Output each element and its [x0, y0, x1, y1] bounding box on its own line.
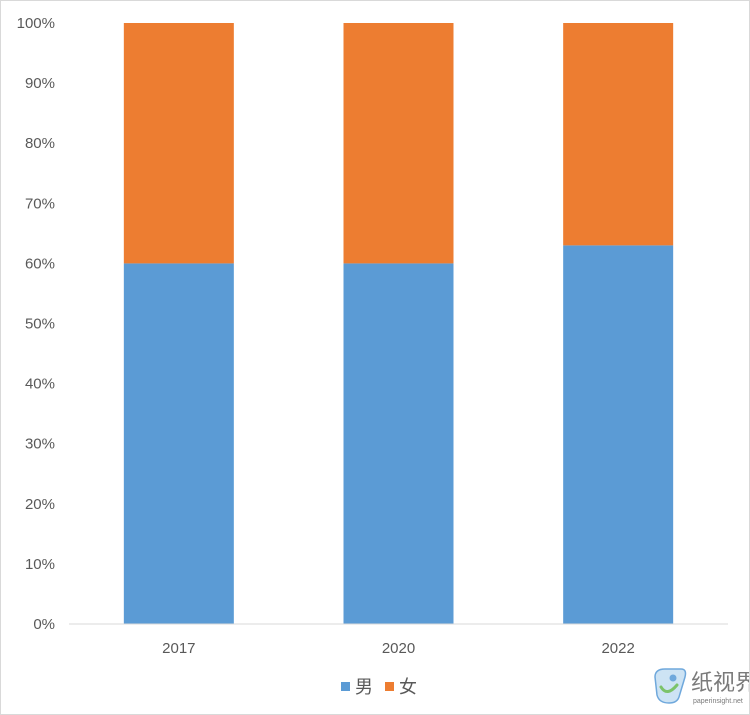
- y-tick-label: 40%: [25, 376, 55, 393]
- legend-swatch-female: [385, 682, 394, 691]
- bar-female-2017: [123, 23, 234, 264]
- y-tick-label: 60%: [25, 255, 55, 272]
- watermark-text: 纸视界: [691, 671, 749, 696]
- y-axis: 0% 10% 20% 30% 40% 50% 60% 70% 80% 90% 100%: [17, 15, 55, 633]
- x-axis: 2017 2020 2022: [162, 640, 635, 657]
- y-tick-label: 80%: [25, 135, 55, 152]
- legend-label-female: 女: [399, 677, 417, 698]
- y-tick-label: 10%: [25, 556, 55, 573]
- x-tick-label: 2020: [382, 640, 415, 657]
- x-tick-label: 2017: [162, 640, 195, 657]
- watermark: 纸视界 paperinsight.net: [654, 668, 749, 705]
- y-tick-label: 20%: [25, 496, 55, 513]
- y-tick-label: 0%: [33, 616, 55, 633]
- y-tick-label: 90%: [25, 75, 55, 92]
- bar-male-2017: [123, 263, 234, 624]
- y-tick-label: 30%: [25, 436, 55, 453]
- y-tick-label: 100%: [17, 15, 55, 32]
- watermark-logo-icon: [654, 668, 687, 704]
- bar-female-2020: [343, 23, 454, 264]
- y-tick-label: 50%: [25, 316, 55, 333]
- bar-series: [123, 23, 674, 624]
- legend-label-male: 男: [355, 677, 373, 698]
- bar-female-2022: [563, 23, 674, 246]
- legend-swatch-male: [341, 682, 350, 691]
- bar-male-2020: [343, 263, 454, 624]
- y-tick-label: 70%: [25, 195, 55, 212]
- watermark-subtext: paperinsight.net: [693, 698, 743, 705]
- x-tick-label: 2022: [601, 640, 634, 657]
- legend: 男女: [341, 677, 417, 698]
- bar-male-2022: [563, 245, 674, 624]
